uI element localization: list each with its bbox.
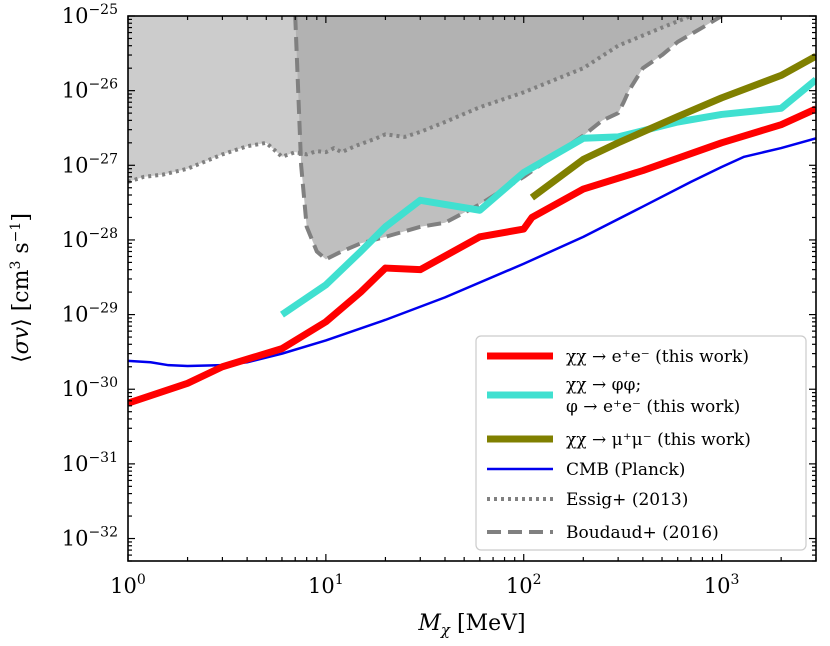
x-tick-label: 102: [506, 572, 542, 598]
x-tick-label: 103: [704, 572, 740, 598]
y-tick-label: 10−27: [62, 151, 118, 177]
y-tick-label: 10−30: [62, 375, 118, 401]
tick-labels: 100 101 102 103 10−32 10−31 10−30 10−29 10−28 10−…: [62, 2, 740, 598]
x-tick-label: 100: [110, 572, 146, 598]
y-tick-label: 10−26: [62, 77, 118, 103]
series-line-0: [128, 105, 816, 407]
excluded-regions: [128, 16, 722, 260]
legend-label-4: Essig+ (2013): [566, 490, 688, 510]
x-tick-label: 101: [308, 572, 344, 598]
legend-label-1: φ → e⁺e⁻ (this work): [566, 397, 740, 417]
plot-frame: [127, 15, 817, 562]
series-line-1: [280, 77, 816, 318]
y-tick-label: 10−28: [62, 226, 118, 252]
y-tick-label: 10−29: [62, 301, 118, 327]
legend-label-2: χχ → μ⁺μ⁻ (this work): [566, 430, 751, 450]
legend-box: [475, 335, 807, 551]
y-tick-label: 10−31: [62, 450, 118, 476]
svg-text:⟨σv⟩ [cm3 s−1]: ⟨σv⟩ [cm3 s−1]: [8, 213, 34, 363]
series-line-2: [529, 53, 816, 201]
legend-label-5: Boudaud+ (2016): [566, 523, 719, 543]
legend-label-1: χχ → φφ;: [566, 375, 641, 395]
excluded-region-1: [295, 16, 722, 260]
y-tick-label: 10−32: [62, 525, 118, 551]
svg-text:Mχ [MeV]: Mχ [MeV]: [417, 611, 525, 639]
legend-label-0: χχ → e⁺e⁻ (this work): [566, 347, 749, 367]
legend-label-3: CMB (Planck): [566, 460, 685, 480]
series-lines: [128, 16, 816, 407]
series-line-3: [128, 137, 816, 368]
y-axis-label: ⟨σv⟩ [cm3 s−1]: [8, 213, 34, 363]
series-line-4: [128, 16, 692, 184]
axis-ticks: [127, 15, 817, 562]
x-axis-label: Mχ [MeV]: [417, 611, 525, 639]
y-tick-label: 10−25: [62, 2, 118, 28]
legend: χχ → e⁺e⁻ (this work) χχ → φφ;φ → e⁺e⁻ (t…: [475, 335, 807, 551]
